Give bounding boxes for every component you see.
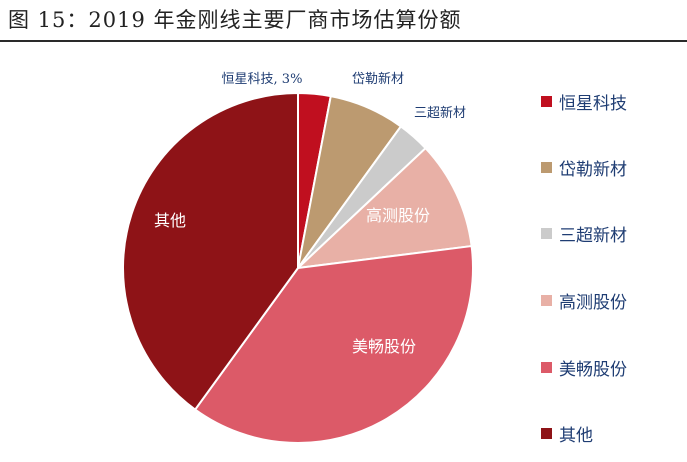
legend-label: 三超新材 [559, 225, 627, 246]
pie-slice [122, 91, 299, 411]
legend-swatch [541, 294, 552, 306]
legend-item: 高测股份 [541, 289, 627, 313]
legend-label: 岱勒新材 [559, 159, 627, 180]
title-divider [0, 40, 687, 42]
pie-slice [193, 244, 474, 444]
legend-item: 美畅股份 [541, 356, 627, 380]
slice-label: 高测股份 [366, 206, 430, 225]
legend-swatch [541, 427, 552, 439]
slice-label: 其他 [154, 211, 186, 230]
slice-label: 美畅股份 [352, 337, 416, 356]
legend-swatch [541, 95, 552, 107]
pie-slice [295, 146, 473, 270]
legend-item: 三超新材 [541, 222, 627, 246]
legend-swatch [541, 227, 552, 239]
slice-label: 恒星科技, 3% [222, 72, 303, 87]
legend-item: 岱勒新材 [541, 156, 627, 180]
legend-swatch [541, 161, 552, 173]
legend-label: 高测股份 [559, 292, 627, 313]
chart-title: 图 15：2019 年金刚线主要厂商市场估算份额 [8, 8, 462, 32]
legend-swatch [541, 361, 552, 373]
legend-item: 恒星科技 [541, 90, 627, 114]
legend-label: 其他 [559, 425, 593, 446]
legend-label: 恒星科技 [559, 93, 627, 114]
legend-label: 美畅股份 [559, 359, 627, 380]
legend-item: 其他 [541, 422, 593, 446]
slice-label: 三超新材 [414, 105, 466, 121]
slice-label: 岱勒新材 [352, 71, 404, 87]
